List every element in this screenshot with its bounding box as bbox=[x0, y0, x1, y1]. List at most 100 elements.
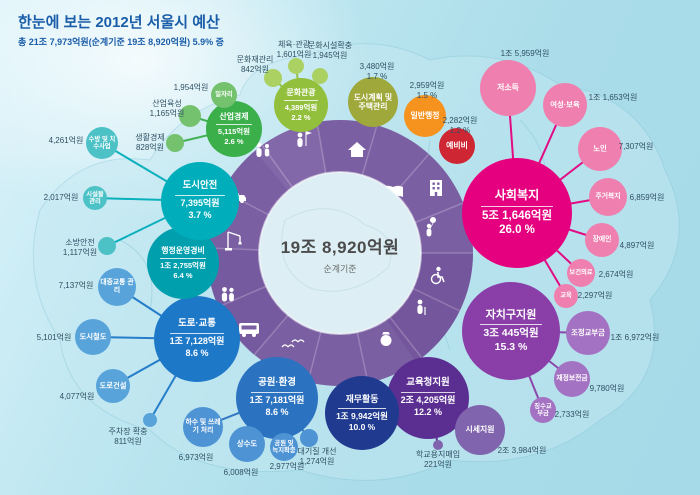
category-amount: 2조 4,205억원 bbox=[400, 395, 456, 406]
bubble-parks-greenspace: 공원 및 녹지확충 bbox=[270, 433, 298, 461]
item-name: 시세지원 bbox=[465, 425, 495, 435]
bubble-fiscal-compensation: 재정보전금 bbox=[554, 361, 590, 397]
item-name: 교육 bbox=[560, 292, 572, 300]
category-name: 일반행정 bbox=[410, 111, 440, 121]
label-flood-control-amount: 4,261억원 bbox=[48, 136, 84, 145]
label-road-construction-amount: 4,077억원 bbox=[59, 392, 95, 401]
total-basis: 순계기준 bbox=[323, 264, 357, 274]
bubble-district-support: 자치구지원 3조 445억원 15.3 % bbox=[462, 282, 560, 380]
category-amount: 1조 7,181억원 bbox=[249, 395, 305, 406]
crane-icon bbox=[225, 231, 242, 251]
item-name: 상수도 bbox=[236, 438, 258, 448]
item-name: 징수교부금 bbox=[534, 402, 552, 417]
category-percent: 10.0 % bbox=[348, 421, 376, 432]
category-percent: 3.7 % bbox=[188, 209, 212, 220]
bubble-industry-promotion bbox=[179, 105, 201, 127]
item-name: 보건의료 bbox=[569, 269, 593, 277]
label-urban-planning-amount: 3,480억원 1.7 % bbox=[360, 62, 395, 83]
bubble-roads-transport: 도로·교통 1조 7,128억원 8.6 % bbox=[154, 296, 240, 382]
item-name: 수방 및 치수사업 bbox=[88, 135, 116, 150]
bubble-urban-rail: 도시철도 bbox=[75, 319, 111, 355]
category-name: 행정운영경비 bbox=[161, 246, 205, 256]
bubble-flood-control: 수방 및 치수사업 bbox=[86, 127, 118, 159]
label-air-quality: 대기질 개선 1,274억원 bbox=[297, 447, 336, 468]
label-waterworks-amount: 6,008억원 bbox=[223, 468, 259, 477]
category-amount: 2,959억원 bbox=[409, 81, 445, 90]
label-school-site-purchase: 학교용지매입 221억원 bbox=[416, 450, 460, 471]
item-amount: 1,601억원 bbox=[276, 50, 312, 60]
bubble-road-construction: 도로건설 bbox=[96, 369, 130, 403]
category-name: 도시계획 및 주택관리 bbox=[353, 92, 393, 111]
bubble-jobs: 일자리 bbox=[211, 82, 237, 108]
label-elderly-amount: 7,307억원 bbox=[618, 142, 654, 151]
category-percent: 8.6 % bbox=[185, 347, 209, 358]
bubble-culture-tourism: 문화관광 4,389억원 2.2 % bbox=[274, 78, 328, 132]
elder-person-icon bbox=[417, 299, 426, 315]
category-percent: 15.3 % bbox=[494, 340, 528, 353]
label-public-transit-amount: 7,137억원 bbox=[58, 281, 94, 290]
item-name: 하수 및 쓰레기 처리 bbox=[185, 419, 221, 434]
bubble-education-welfare: 교육 bbox=[554, 284, 578, 308]
label-heritage-management: 문화재관리 842억원 bbox=[237, 55, 274, 76]
bubble-parking-expansion bbox=[143, 413, 157, 427]
item-name: 재정보전금 bbox=[556, 375, 588, 383]
divider bbox=[480, 324, 542, 326]
category-percent: 6.4 % bbox=[173, 270, 193, 280]
bubble-collection-grant: 징수교부금 bbox=[530, 397, 556, 423]
label-city-tax-support-amount: 2조 3,984억원 bbox=[497, 446, 547, 455]
item-name: 대중교통 관리 bbox=[100, 279, 134, 294]
bubble-sports-tourism bbox=[288, 58, 304, 74]
label-fiscal-compensation-amount: 9,780억원 bbox=[589, 384, 625, 393]
bubble-elderly: 노인 bbox=[578, 127, 622, 171]
category-amount: 4,389억원 bbox=[284, 103, 318, 113]
item-name: 여성·보육 bbox=[550, 99, 580, 109]
ring-spokes bbox=[206, 121, 473, 384]
category-amount: 1조 2,755억원 bbox=[160, 261, 206, 271]
item-name: 문화재관리 bbox=[236, 55, 274, 64]
bubble-reserve-fund: 예비비 bbox=[439, 128, 475, 164]
divider bbox=[401, 392, 455, 394]
item-amount: 1,945억원 bbox=[312, 51, 348, 61]
label-public-health-amount: 2,674억원 bbox=[598, 270, 634, 279]
bubble-financial-activity: 재무활동 1조 9,942억원 10.0 % bbox=[325, 376, 399, 450]
center-circle bbox=[258, 171, 422, 335]
page-subtitle: 총 21조 7,973억원(순계기준 19조 8,920억원) 5.9% 증 bbox=[18, 37, 224, 47]
item-amount: 1,117억원 bbox=[62, 248, 98, 258]
divider bbox=[284, 100, 318, 102]
item-name: 학교용지매입 bbox=[415, 450, 461, 459]
item-amount: 1,165억원 bbox=[149, 109, 185, 119]
item-name: 도로건설 bbox=[99, 380, 127, 390]
label-collection-grant-amount: 2,733억원 bbox=[554, 410, 590, 419]
category-amount: 2,282억원 bbox=[442, 116, 478, 125]
flag-person-icon bbox=[297, 131, 312, 147]
category-name: 문화관광 bbox=[286, 88, 316, 98]
money-bag-icon bbox=[380, 332, 392, 346]
item-name: 체육·관광 bbox=[277, 40, 311, 49]
divider bbox=[170, 333, 224, 335]
bubble-industry-economy: 산업경제 5,115억원 2.6 % bbox=[206, 101, 262, 157]
divider bbox=[175, 195, 225, 197]
label-reserve-fund-amount: 2,282억원 1.2 % bbox=[443, 116, 478, 137]
bubble-culture-facilities bbox=[312, 68, 328, 84]
category-percent: 26.0 % bbox=[499, 223, 535, 236]
item-name: 시설물 관리 bbox=[86, 190, 104, 205]
item-name: 장애인 bbox=[592, 236, 612, 244]
label-sports-tourism: 체육·관광 1,601억원 bbox=[277, 40, 312, 61]
label-general-admin-amount: 2,959억원 1.5 % bbox=[410, 81, 445, 102]
label-disabled-amount: 4,897억원 bbox=[619, 241, 655, 250]
center-map-trace bbox=[281, 208, 392, 292]
category-name: 도시안전 bbox=[182, 180, 218, 192]
label-housing-welfare-amount: 6,859억원 bbox=[629, 193, 665, 202]
category-amount: 5,115억원 bbox=[217, 127, 251, 137]
page-title: 한눈에 보는 2012년 서울시 예산 bbox=[18, 14, 220, 31]
category-amount: 7,395억원 bbox=[180, 198, 220, 209]
item-name: 공원 및 녹지확충 bbox=[272, 439, 296, 454]
category-percent: 1.2 % bbox=[449, 126, 471, 136]
bubble-parks-environment: 공원·환경 1조 7,181억원 8.6 % bbox=[236, 357, 318, 439]
category-amount: 1조 9,942억원 bbox=[336, 410, 388, 421]
bubble-waterworks: 상수도 bbox=[229, 426, 265, 462]
label-sewage-waste-amount: 6,973억원 bbox=[178, 453, 214, 462]
item-amount: 811억원 bbox=[114, 437, 142, 447]
item-name: 주거복지 bbox=[595, 193, 621, 201]
